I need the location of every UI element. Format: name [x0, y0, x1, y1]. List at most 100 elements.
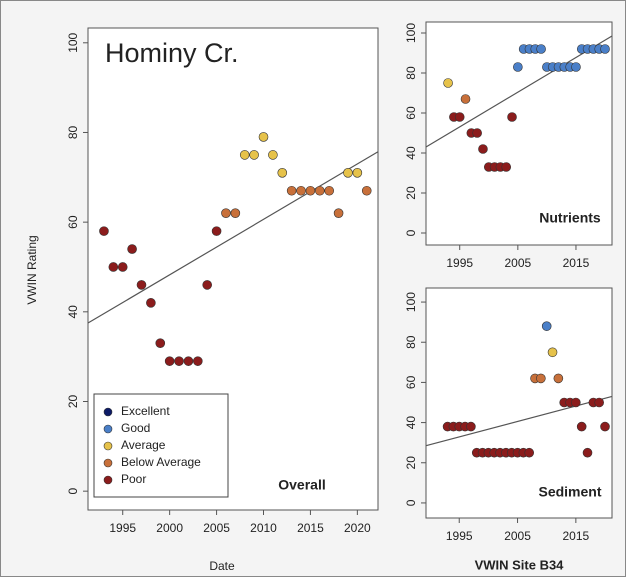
point — [513, 62, 523, 72]
point — [501, 162, 512, 172]
x-tick-label: 2000 — [156, 521, 183, 535]
y-tick-label: 40 — [404, 416, 418, 430]
point — [343, 168, 353, 178]
y-tick-label: 40 — [66, 305, 80, 319]
y-tick-label: 60 — [66, 215, 80, 229]
legend-swatch — [103, 458, 113, 468]
point — [571, 62, 581, 72]
point — [460, 94, 471, 104]
point — [333, 208, 344, 218]
x-tick-label: 2015 — [562, 529, 589, 543]
x-axis-label: Date — [209, 559, 235, 573]
x-tick-label: 2005 — [203, 521, 230, 535]
trend-line — [425, 35, 613, 148]
point — [277, 168, 288, 178]
legend-swatch — [103, 475, 113, 485]
point — [547, 347, 558, 358]
legend-label: Average — [121, 438, 166, 452]
panel-label: Overall — [278, 477, 325, 493]
point — [361, 185, 372, 196]
panel-label: Sediment — [538, 484, 601, 500]
point — [507, 112, 517, 122]
point — [258, 132, 269, 142]
y-tick-label: 0 — [404, 499, 418, 506]
x-tick-label: 2015 — [563, 256, 590, 270]
point — [466, 421, 476, 432]
legend-swatch — [103, 407, 113, 417]
point — [230, 208, 241, 218]
point — [174, 356, 184, 366]
y-tick-label: 100 — [404, 292, 418, 312]
point — [352, 168, 363, 178]
point — [193, 356, 203, 366]
point — [117, 262, 128, 272]
y-tick-label: 60 — [404, 375, 418, 389]
point — [582, 447, 593, 458]
trend-line — [87, 151, 379, 324]
legend-label: Poor — [121, 472, 146, 486]
point — [315, 185, 325, 196]
y-tick-label: 0 — [66, 488, 80, 495]
point — [249, 150, 259, 160]
point — [594, 397, 604, 408]
panel-label: Nutrients — [539, 210, 601, 226]
x-tick-label: 2005 — [504, 529, 531, 543]
legend-box — [93, 393, 229, 498]
point — [239, 150, 250, 160]
y-tick-label: 80 — [66, 125, 80, 139]
point — [571, 397, 581, 408]
point — [472, 128, 482, 138]
point — [576, 421, 587, 432]
y-tick-label: 100 — [66, 32, 80, 52]
point — [155, 338, 166, 349]
x-tick-label: 2005 — [504, 256, 531, 270]
y-tick-label: 20 — [66, 394, 80, 408]
y-tick-label: 20 — [404, 456, 418, 470]
y-tick-label: 40 — [404, 146, 418, 160]
point — [553, 373, 564, 384]
point — [305, 185, 316, 196]
point — [541, 321, 552, 331]
point — [146, 298, 156, 308]
x-axis-label: VWIN Site B34 — [475, 557, 565, 572]
x-tick-label: 1995 — [446, 256, 473, 270]
point — [536, 44, 546, 54]
point — [600, 421, 610, 432]
point — [478, 144, 488, 154]
trend-line — [425, 395, 613, 447]
panel-annotation: Hominy Cr. — [105, 38, 239, 68]
legend-swatch — [103, 441, 113, 451]
point — [443, 78, 453, 88]
x-tick-label: 1995 — [109, 521, 136, 535]
point — [136, 280, 147, 290]
point — [164, 356, 175, 366]
point — [524, 447, 535, 458]
x-tick-label: 1995 — [446, 529, 473, 543]
point — [600, 44, 610, 54]
y-tick-label: 80 — [404, 335, 418, 349]
point — [454, 112, 465, 122]
point — [127, 244, 137, 254]
point — [268, 150, 278, 160]
x-tick-label: 2015 — [297, 521, 324, 535]
point — [324, 185, 334, 196]
point — [211, 226, 222, 236]
y-tick-label: 20 — [404, 186, 418, 200]
legend-swatch — [103, 424, 113, 434]
point — [221, 208, 231, 218]
point — [286, 185, 297, 196]
point — [536, 373, 546, 384]
plot-area — [425, 21, 613, 246]
y-tick-label: 60 — [404, 106, 418, 120]
y-axis-label: VWIN Rating — [25, 235, 39, 304]
point — [99, 226, 109, 236]
legend-label: Good — [121, 421, 150, 435]
point — [108, 262, 119, 272]
point — [296, 185, 306, 196]
y-tick-label: 80 — [404, 66, 418, 80]
legend-label: Below Average — [121, 455, 201, 469]
y-tick-label: 100 — [404, 23, 418, 43]
y-tick-label: 0 — [404, 229, 418, 236]
point — [202, 280, 212, 290]
